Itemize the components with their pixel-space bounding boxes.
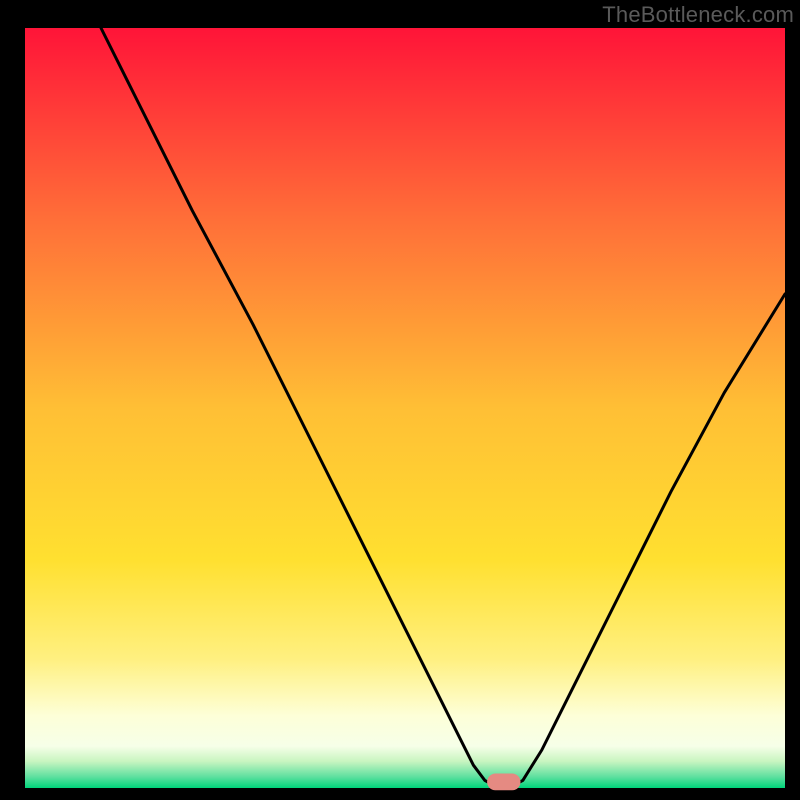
watermark-label: TheBottleneck.com <box>602 2 794 28</box>
plot-background <box>25 28 785 788</box>
bottleneck-curve-chart <box>0 0 800 800</box>
optimal-marker <box>487 774 520 791</box>
chart-container: TheBottleneck.com <box>0 0 800 800</box>
